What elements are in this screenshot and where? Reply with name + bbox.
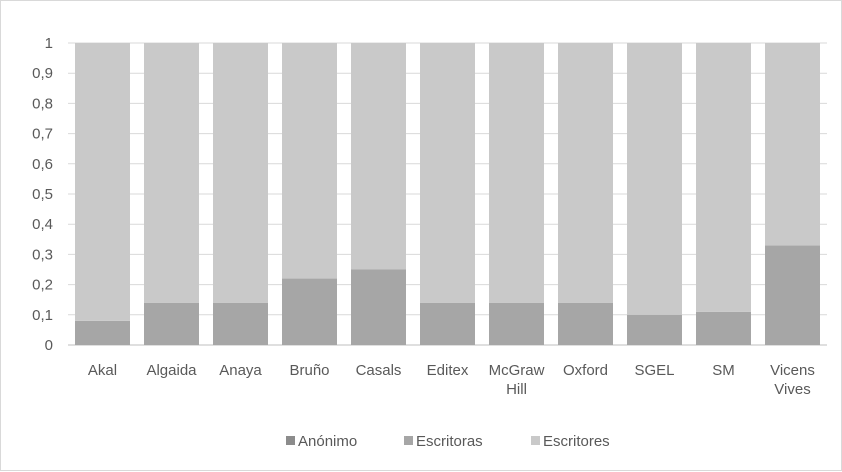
y-tick-label: 0,6 (32, 156, 53, 173)
x-category-label: Algaida (146, 362, 197, 379)
y-tick-label: 0,1 (32, 307, 53, 324)
bar-segment-escritores (213, 43, 268, 303)
x-category-label: SGEL (634, 362, 674, 379)
y-tick-label: 0,7 (32, 126, 53, 143)
y-tick-label: 0,2 (32, 277, 53, 294)
bar-segment-escritoras (558, 302, 613, 345)
y-tick-label: 0,9 (32, 65, 53, 82)
x-category-label: Editex (427, 362, 469, 379)
legend-label: Anónimo (298, 433, 357, 450)
bar-segment-escritores (696, 43, 751, 312)
bar-segment-escritores (420, 43, 475, 303)
bar-segment-escritoras (75, 320, 130, 345)
bar-segment-escritoras (765, 245, 820, 345)
y-tick-label: 0,4 (32, 216, 53, 233)
x-category-label: Vicens Vives (770, 362, 815, 398)
x-category-label: Akal (88, 362, 117, 379)
bar-segment-escritoras (213, 302, 268, 345)
bar-segment-escritoras (420, 302, 475, 345)
bar-segment-escritores (75, 43, 130, 321)
bar-segment-escritoras (144, 302, 199, 345)
bar-segment-escritores (144, 43, 199, 303)
bar-segment-escritoras (351, 269, 406, 345)
y-tick-label: 0 (45, 337, 53, 354)
y-tick-label: 1 (45, 35, 53, 52)
legend-item: Escritores (531, 433, 610, 450)
bar-segment-escritores (558, 43, 613, 303)
x-category-label: Anaya (219, 362, 262, 379)
bar-segment-escritores (351, 43, 406, 270)
legend: Anónimo Escritoras Escritores (286, 433, 610, 450)
y-tick-label: 0,8 (32, 95, 53, 112)
x-category-label: Oxford (563, 362, 608, 379)
bar-segment-escritoras (696, 311, 751, 345)
legend-item: Anónimo (286, 433, 357, 450)
legend-item: Escritoras (404, 433, 483, 450)
x-axis-category-labels: Akal Algaida Anaya Bruño Casals Editex McGraw H… (88, 362, 815, 398)
y-axis-tick-labels: 0 0,1 0,2 0,3 0,4 0,5 0,6 0,7 0,8 0,9 1 (32, 35, 53, 354)
bar-segment-escritoras (489, 302, 544, 345)
legend-swatch (531, 436, 540, 445)
y-tick-label: 0,5 (32, 186, 53, 203)
bar-segment-escritoras (282, 278, 337, 345)
legend-swatch (404, 436, 413, 445)
bar-segment-escritores (765, 43, 820, 246)
bar-segment-escritoras (627, 314, 682, 345)
bars (75, 43, 820, 345)
legend-label: Escritores (543, 433, 610, 450)
legend-swatch (286, 436, 295, 445)
y-tick-label: 0,3 (32, 246, 53, 263)
x-category-label: Bruño (289, 362, 329, 379)
bar-segment-escritores (489, 43, 544, 303)
bar-segment-escritores (627, 43, 682, 315)
x-category-label: SM (712, 362, 735, 379)
bar-segment-escritores (282, 43, 337, 279)
legend-label: Escritoras (416, 433, 483, 450)
x-category-label: McGraw Hill (489, 362, 545, 398)
x-category-label: Casals (356, 362, 402, 379)
